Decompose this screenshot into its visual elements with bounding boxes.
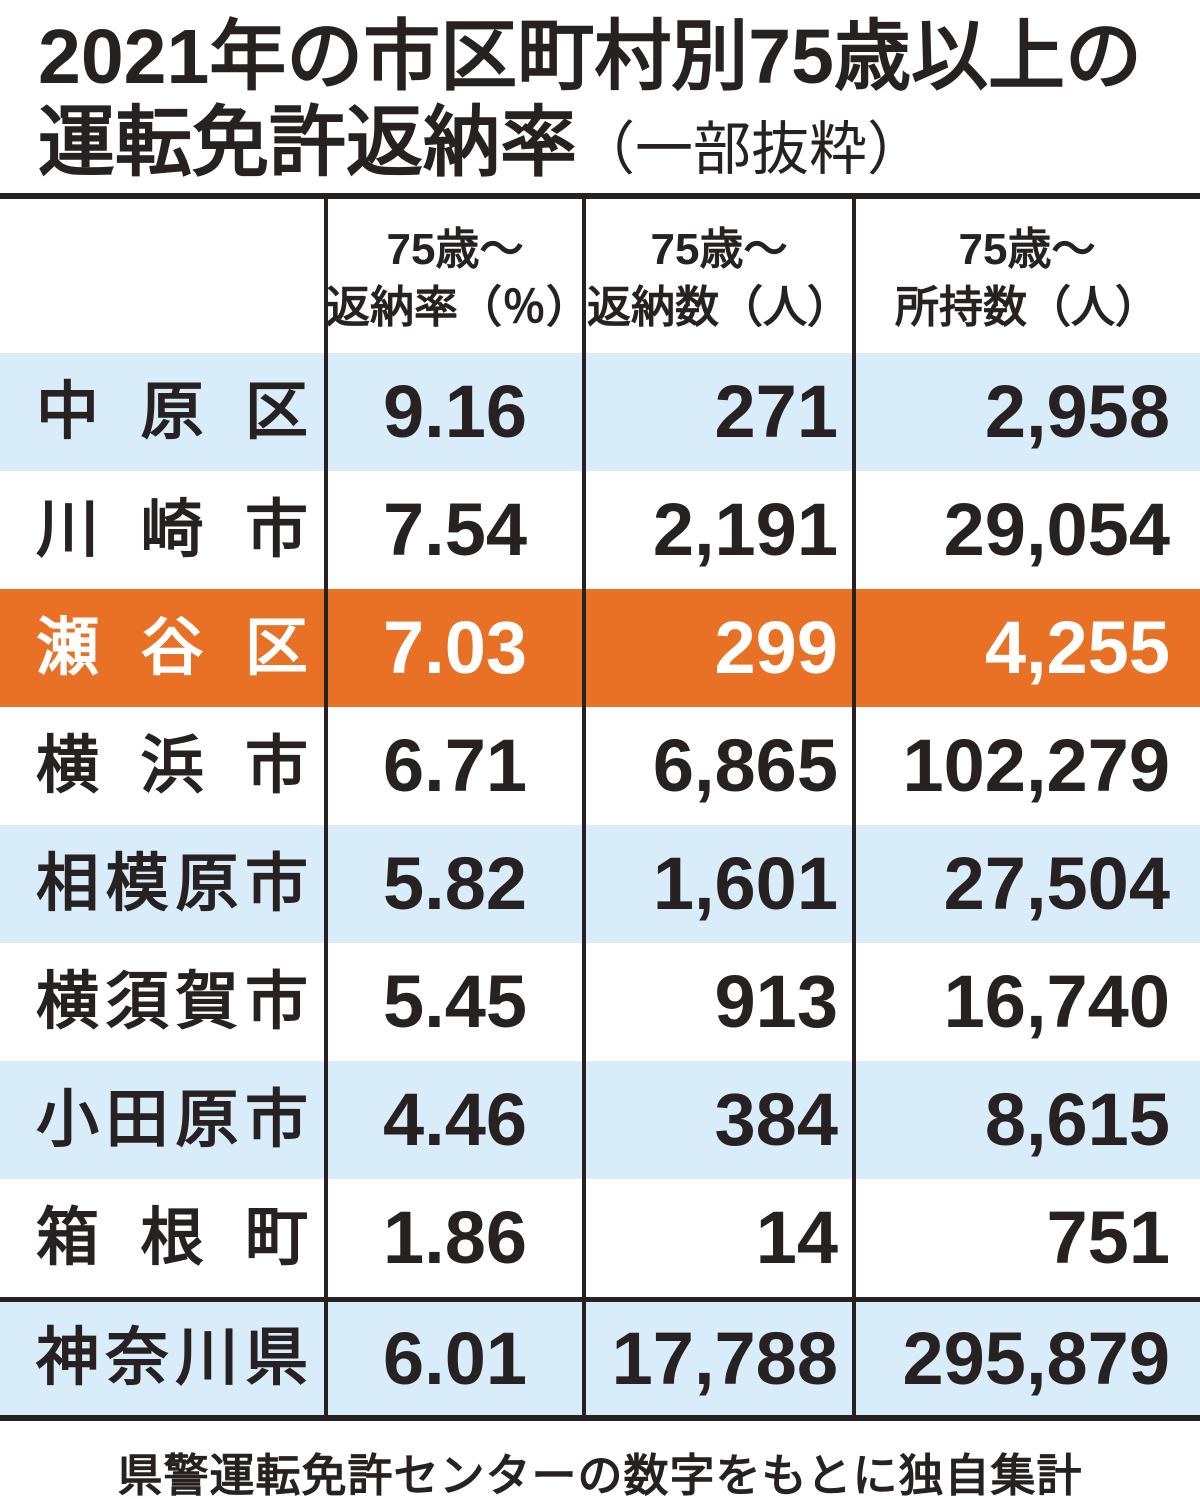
holder-count-value: 29,054 bbox=[943, 488, 1170, 571]
header-cell-return-rate: 75歳～ 返納率（％） bbox=[326, 199, 590, 353]
municipality-name: 小田原市 bbox=[36, 1085, 308, 1155]
table-row: 川崎市 7.54 2,191 29,054 bbox=[0, 471, 1200, 589]
return-count-value: 299 bbox=[714, 606, 838, 689]
rate-value: 7.03 bbox=[382, 606, 528, 689]
rate-value: 5.82 bbox=[382, 842, 528, 925]
holder-count-value: 751 bbox=[1046, 1196, 1170, 1279]
rate-value: 1.86 bbox=[382, 1196, 528, 1279]
header-cell-holder-count: 75歳～ 所持数（人） bbox=[854, 199, 1200, 353]
chart-title-line1: 2021年の市区町村別75歳以上の bbox=[38, 14, 1142, 100]
header-return-rate-line1: 75歳～ bbox=[386, 225, 524, 274]
chart-title-line2-main: 運転免許返納率 bbox=[38, 100, 577, 186]
rate-value: 4.46 bbox=[382, 1078, 528, 1161]
header-return-count-line1: 75歳～ bbox=[650, 225, 788, 274]
holder-count-value: 27,504 bbox=[943, 842, 1170, 925]
table-row: 相模原市 5.82 1,601 27,504 bbox=[0, 825, 1200, 943]
return-count-value: 384 bbox=[714, 1078, 838, 1161]
municipality-name: 相模原市 bbox=[36, 849, 308, 919]
holder-count-value: 8,615 bbox=[984, 1078, 1170, 1161]
table-body: 中原区 9.16 271 2,958 川崎市 7.54 2,191 29,054… bbox=[0, 353, 1200, 1297]
holder-count-value: 4,255 bbox=[984, 606, 1170, 689]
table-header-row: 75歳～ 返納率（％） 75歳～ 返納数（人） 75歳～ 所持数（人） bbox=[0, 199, 1200, 353]
holder-count-value: 102,279 bbox=[902, 724, 1171, 807]
municipality-name: 横須賀市 bbox=[36, 967, 308, 1037]
column-divider-2 bbox=[582, 199, 586, 1421]
column-divider-3 bbox=[852, 199, 856, 1421]
return-count-value: 913 bbox=[714, 960, 838, 1043]
return-count-value: 17,788 bbox=[611, 1317, 838, 1400]
return-count-value: 1,601 bbox=[652, 842, 838, 925]
return-count-value: 271 bbox=[714, 370, 838, 453]
municipality-name: 中原区 bbox=[36, 377, 308, 447]
municipality-name: 横浜市 bbox=[36, 731, 308, 801]
license-return-table: 75歳～ 返納率（％） 75歳～ 返納数（人） 75歳～ 所持数（人） 中原区 … bbox=[0, 193, 1200, 1421]
municipality-name: 箱根町 bbox=[36, 1203, 308, 1273]
holder-count-value: 295,879 bbox=[902, 1317, 1171, 1400]
table-row: 横浜市 6.71 6,865 102,279 bbox=[0, 707, 1200, 825]
rate-value: 6.01 bbox=[382, 1317, 528, 1400]
column-divider-1 bbox=[324, 199, 328, 1421]
rate-value: 9.16 bbox=[382, 370, 528, 453]
holder-count-value: 16,740 bbox=[943, 960, 1170, 1043]
header-cell-return-count: 75歳～ 返納数（人） bbox=[584, 199, 854, 353]
municipality-name: 川崎市 bbox=[36, 495, 308, 565]
return-count-value: 6,865 bbox=[652, 724, 838, 807]
header-cell-municipality bbox=[0, 199, 326, 353]
header-return-count-line2: 返納数（人） bbox=[587, 283, 851, 332]
header-holder-count-line2: 所持数（人） bbox=[895, 283, 1159, 332]
municipality-name: 瀬谷区 bbox=[36, 613, 308, 683]
rate-value: 6.71 bbox=[382, 724, 528, 807]
table-row-prefecture-total: 神奈川県 6.01 17,788 295,879 bbox=[0, 1297, 1200, 1421]
table-row: 横須賀市 5.45 913 16,740 bbox=[0, 943, 1200, 1061]
table-row: 小田原市 4.46 384 8,615 bbox=[0, 1061, 1200, 1179]
table-row: 瀬谷区 7.03 299 4,255 bbox=[0, 589, 1200, 707]
return-count-value: 14 bbox=[755, 1196, 838, 1279]
rate-value: 5.45 bbox=[382, 960, 528, 1043]
chart-title-line2-sub: （一部抜粋） bbox=[577, 117, 926, 182]
table-row: 中原区 9.16 271 2,958 bbox=[0, 353, 1200, 471]
chart-title: 2021年の市区町村別75歳以上の 運転免許返納率（一部抜粋） bbox=[0, 0, 1200, 193]
municipality-name: 神奈川県 bbox=[36, 1323, 308, 1393]
header-return-rate-line2: 返納率（％） bbox=[326, 283, 590, 332]
source-note: 県警運転免許センターの数字をもとに独自集計 bbox=[117, 1450, 1083, 1499]
holder-count-value: 2,958 bbox=[984, 370, 1170, 453]
header-holder-count-line1: 75歳～ bbox=[958, 225, 1096, 274]
chart-title-line2: 運転免許返納率（一部抜粋） bbox=[38, 100, 1200, 193]
rate-value: 7.54 bbox=[382, 488, 528, 571]
return-count-value: 2,191 bbox=[652, 488, 838, 571]
table-row: 箱根町 1.86 14 751 bbox=[0, 1179, 1200, 1297]
